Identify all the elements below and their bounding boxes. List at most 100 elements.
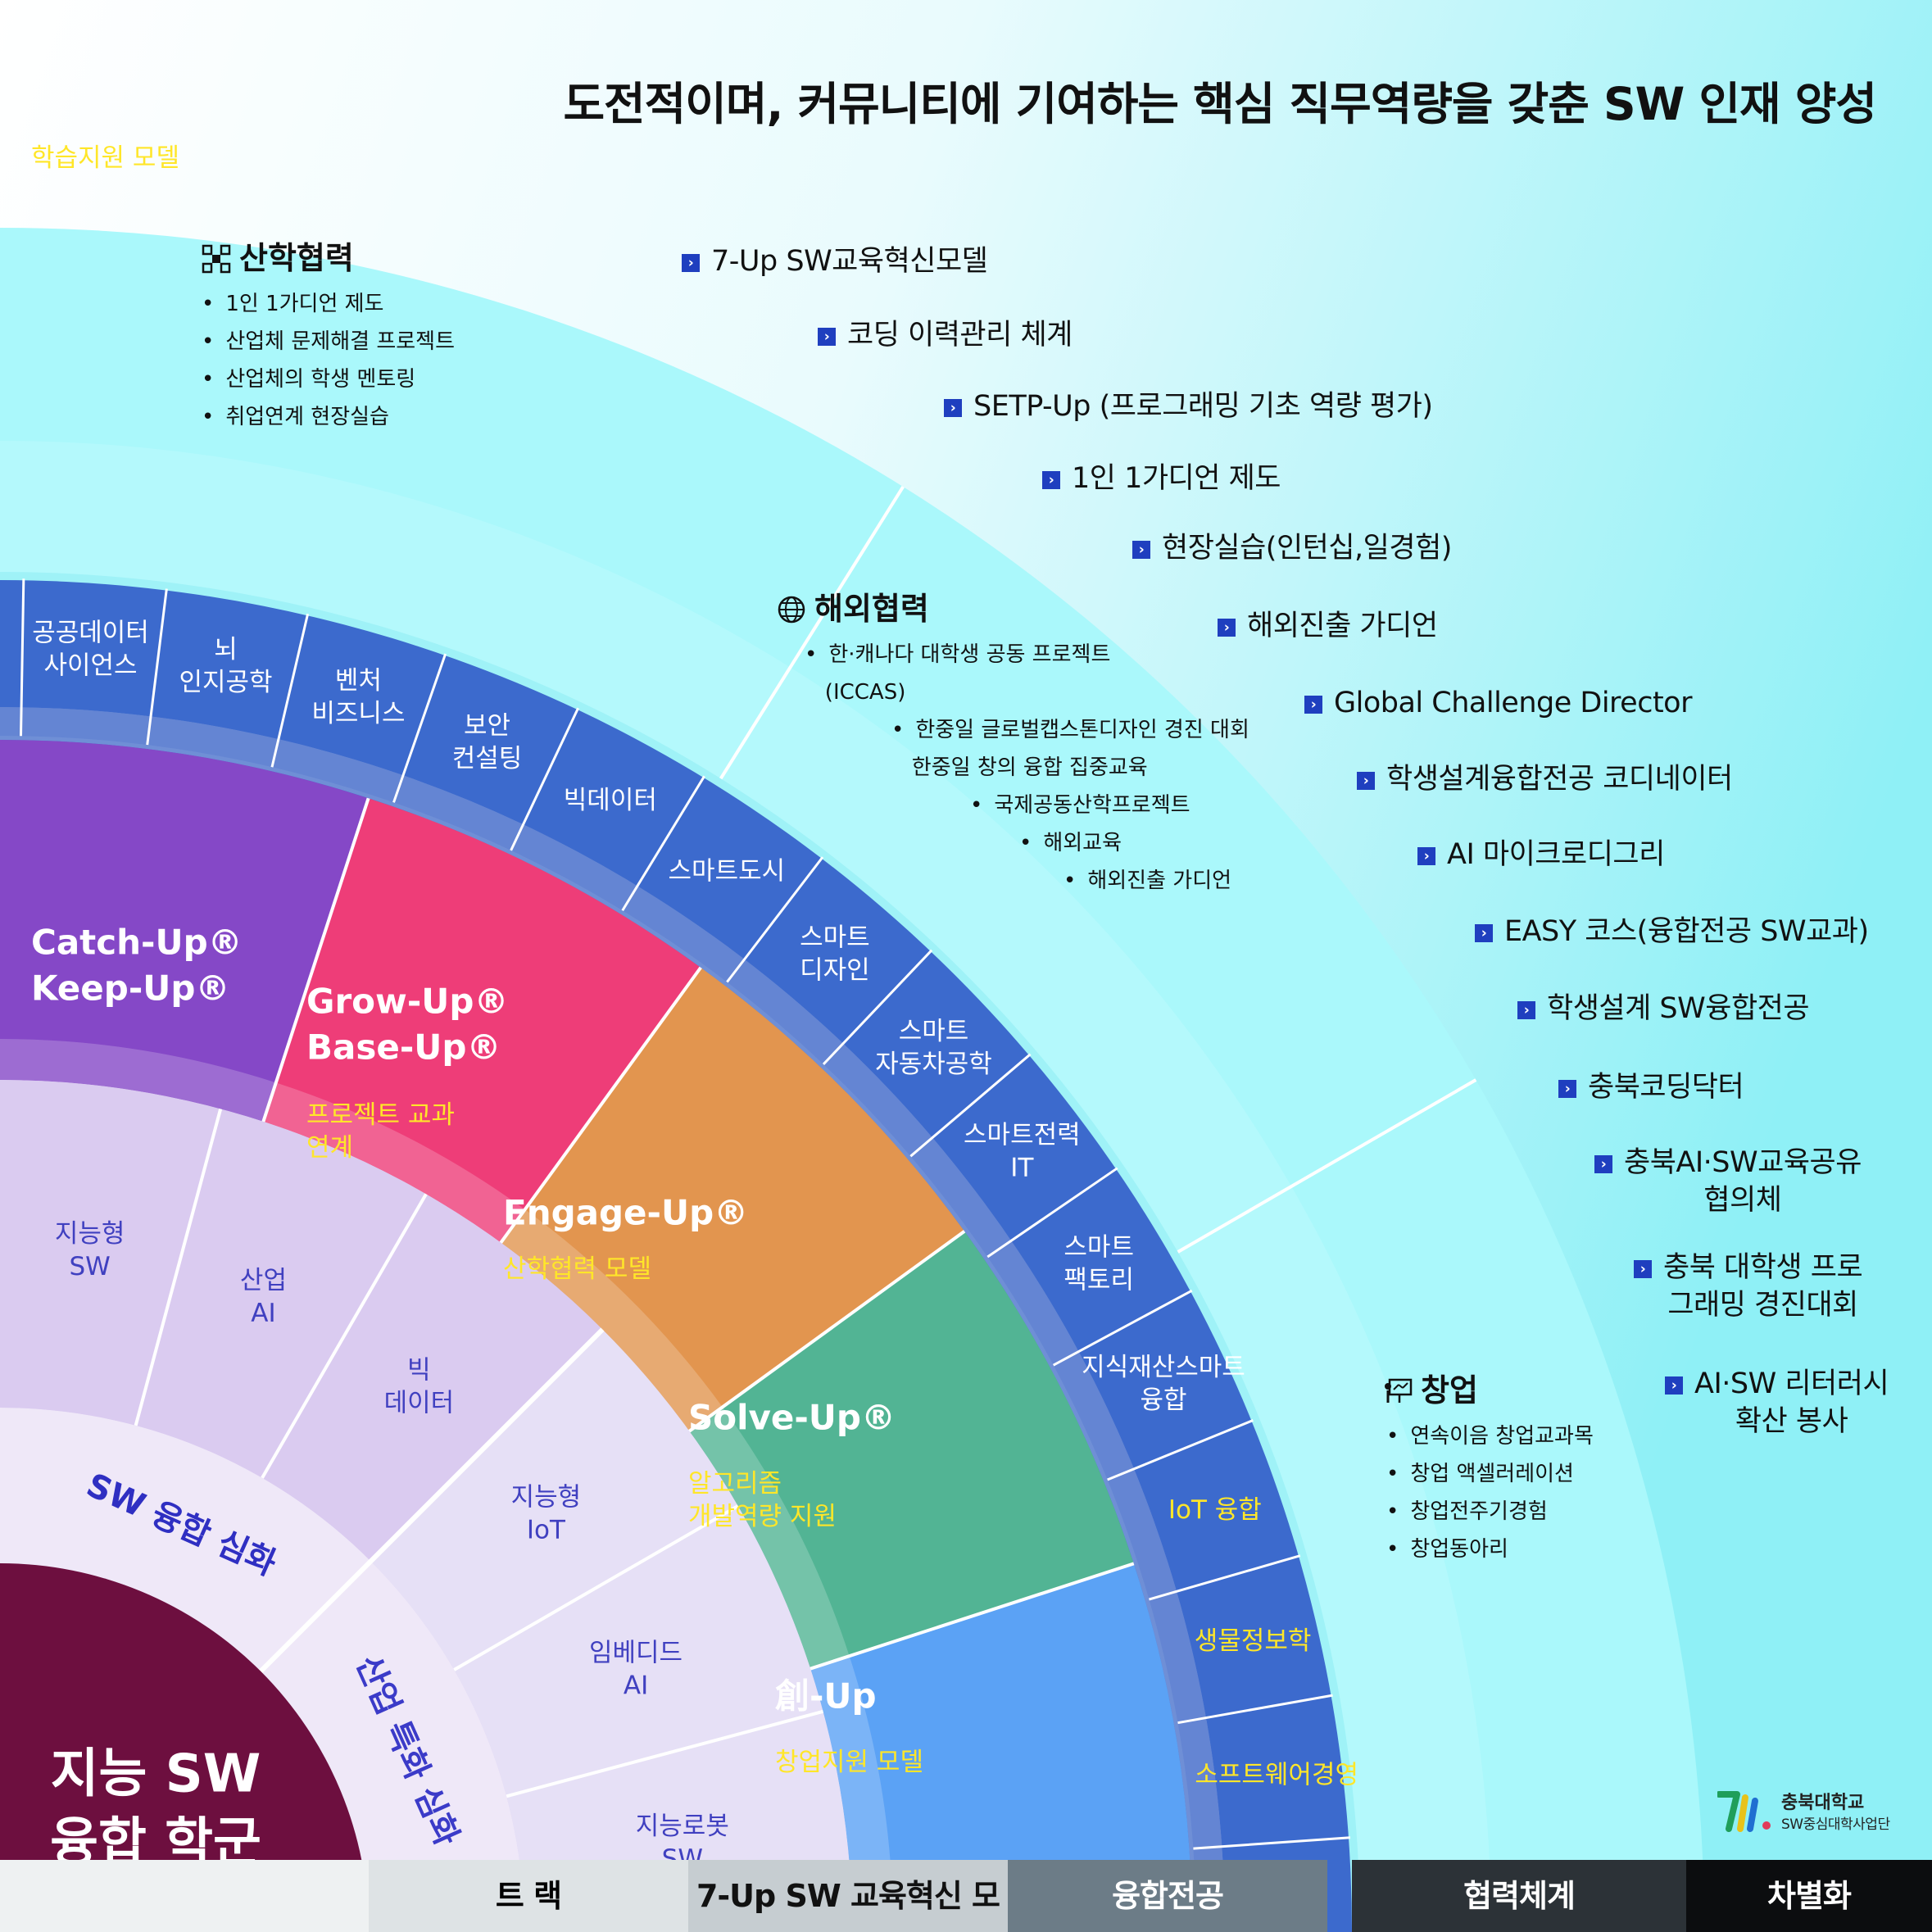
list-item: 국제공동산학프로젝트 xyxy=(970,787,1249,824)
model-inner-strip xyxy=(501,1209,723,1431)
major-divider xyxy=(986,1167,1118,1259)
major-divider xyxy=(1149,1554,1301,1601)
major-label: 스마트 팩토리 xyxy=(1064,1233,1134,1295)
major-label: 빅데이터 xyxy=(564,786,657,815)
major-divider xyxy=(270,613,310,768)
arrow-square-icon: › xyxy=(1594,1155,1612,1173)
footer-cell: 융합전공 xyxy=(1008,1860,1327,1932)
major-label: IoT 융합 xyxy=(1168,1495,1262,1525)
model-name: Catch-Up® Keep-Up® xyxy=(31,923,243,1009)
list-item: 연속이음 창업교과목 xyxy=(1386,1417,1594,1455)
major-divider xyxy=(1107,1419,1254,1481)
arrow-square-icon: › xyxy=(1132,541,1150,559)
track-divider-main xyxy=(253,1327,605,1679)
arrow-square-icon: › xyxy=(1304,696,1322,714)
coop-overseas-title: 해외협력 xyxy=(814,591,929,627)
coop-industry-title: 산학협력 xyxy=(239,240,354,276)
major-divider xyxy=(822,949,933,1065)
track-divider xyxy=(134,1108,223,1426)
arrow-square-icon: › xyxy=(1558,1080,1576,1098)
list-item: 산업체의 학생 멘토링 xyxy=(202,361,455,398)
major-divider xyxy=(510,707,579,851)
major-divider xyxy=(726,856,824,983)
diff-item: › SETP-Up (프로그래밍 기초 역량 평가) xyxy=(944,388,1433,425)
list-item: 한중일 글로벌캡스톤디자인 경진 대회 한중일 창의 융합 집중교육 xyxy=(891,711,1249,787)
major-label: 스마트 디자인 xyxy=(800,923,870,985)
coop-startup-list: 연속이음 창업교과목 창업 액셀러레이션 창업전주기경험 창업동아리 xyxy=(1386,1417,1594,1568)
list-item: 1인 1가디언 제도 xyxy=(202,285,455,323)
arrow-square-icon: › xyxy=(818,328,836,346)
diff-item: › 학생설계 SW융합전공 xyxy=(1517,990,1810,1027)
model-desc: 프로젝트 교과 연계 xyxy=(306,1100,455,1163)
university-logo: 충북대학교 SW중심대학사업단 xyxy=(1717,1783,1914,1840)
major-divider xyxy=(909,1053,1032,1158)
model-inner-strip xyxy=(263,1082,525,1243)
list-item: 해외진출 가디언 xyxy=(1064,862,1249,900)
logo-mark-icon xyxy=(1717,1791,1771,1832)
major-divider xyxy=(19,578,25,737)
arrow-square-icon: › xyxy=(1475,924,1493,942)
footer-cell-track: 트 랙 xyxy=(495,1878,562,1914)
globe-icon xyxy=(778,596,805,624)
arrow-square-icon: › xyxy=(682,254,700,272)
coop-industry: 산학협력 1인 1가디언 제도 산업체 문제해결 프로젝트 산업체의 학생 멘토… xyxy=(202,239,455,436)
major-label: 공공데이터 사이언스 xyxy=(32,619,149,681)
coop-industry-heading: 산학협력 xyxy=(202,239,455,277)
major-label: 스마트 자동차공학 xyxy=(875,1017,992,1079)
model-name: Grow-Up® Base-Up® xyxy=(306,982,508,1068)
diff-item: › 현장실습(인턴십,일경험) xyxy=(1132,529,1452,567)
list-item: 해외교육 xyxy=(1019,824,1249,862)
major-divider xyxy=(621,775,705,912)
footer-cell xyxy=(369,1860,688,1932)
major-label: 보안 컨설팅 xyxy=(452,711,523,773)
footer-cell: 협력체계 xyxy=(1352,1860,1686,1932)
arrow-square-icon: › xyxy=(1417,847,1435,865)
arrow-square-icon: › xyxy=(1218,619,1236,637)
footer-cell: 7-Up SW 교육혁신 모델 xyxy=(688,1860,1008,1932)
major-label: 벤처 비즈니스 xyxy=(311,666,405,728)
diff-item: › 충북코딩닥터 xyxy=(1558,1068,1744,1106)
diff-item: › 충북 대학생 프로 그래밍 경진대회 xyxy=(1634,1249,1863,1324)
major-label: 스마트전력 IT xyxy=(964,1120,1081,1182)
footer-cell xyxy=(0,1860,369,1932)
track-label: 지능형 SW xyxy=(55,1219,125,1281)
diff-item: › 해외진출 가디언 xyxy=(1218,607,1438,645)
coop-startup-heading: 창업 xyxy=(1383,1372,1594,1409)
logo-line2: SW중심대학사업단 xyxy=(1781,1816,1890,1833)
major-label: 생물정보학 xyxy=(1195,1626,1312,1656)
footer-cell: 차별화 xyxy=(1686,1860,1932,1932)
track-label: 빅 데이터 xyxy=(384,1355,455,1417)
coop-startup-title: 창업 xyxy=(1421,1372,1478,1408)
model-name: Engage-Up® xyxy=(503,1193,748,1233)
coop-startup: 창업 연속이음 창업교과목 창업 액셀러레이션 창업전주기경험 창업동아리 xyxy=(1383,1372,1594,1568)
model-name: 創-Up xyxy=(775,1676,877,1717)
arrow-square-icon: › xyxy=(1665,1376,1683,1395)
track-label: 임베디드 AI xyxy=(589,1638,683,1700)
presentation-board-icon xyxy=(1385,1378,1413,1403)
list-item: 산업체 문제해결 프로젝트 xyxy=(202,323,455,361)
model-name: Solve-Up® xyxy=(688,1398,896,1438)
coop-overseas-heading: 해외협력 xyxy=(777,590,1249,628)
model-inner-strip xyxy=(689,1407,850,1669)
center-core xyxy=(0,1563,369,1932)
arrow-square-icon: › xyxy=(944,399,962,417)
arrow-square-icon: › xyxy=(1357,772,1375,790)
major-divider xyxy=(1052,1289,1193,1367)
diff-item: › Global Challenge Director xyxy=(1304,684,1692,722)
center-title-line1: 지능 SW xyxy=(51,1744,261,1804)
cooperation-divider xyxy=(719,486,905,780)
coop-industry-list: 1인 1가디언 제도 산업체 문제해결 프로젝트 산업체의 학생 멘토링 취업연… xyxy=(202,285,455,436)
logo-line1: 충북대학교 xyxy=(1781,1793,1865,1813)
page-title: 도전적이며, 커뮤니티에 기여하는 핵심 직무역량을 갖춘 SW 인재 양성 xyxy=(563,78,1877,130)
list-item: 창업동아리 xyxy=(1386,1531,1594,1568)
track-divider xyxy=(261,1193,428,1479)
track-outer-band xyxy=(0,1080,603,1562)
diff-item: › AI·SW 리터러시 확산 봉사 xyxy=(1665,1365,1889,1440)
list-item: 한·캐나다 대학생 공동 프로젝트 (ICCAS) xyxy=(805,636,1249,711)
diff-item: › AI 마이크로디그리 xyxy=(1417,836,1665,873)
coop-overseas-list: 한·캐나다 대학생 공동 프로젝트 (ICCAS) 한중일 글로벌캡스톤디자인 … xyxy=(777,636,1249,900)
major-label: 지식재산스마트 융합 xyxy=(1082,1353,1245,1415)
diff-item: › 학생설계융합전공 코디네이터 xyxy=(1357,760,1733,798)
